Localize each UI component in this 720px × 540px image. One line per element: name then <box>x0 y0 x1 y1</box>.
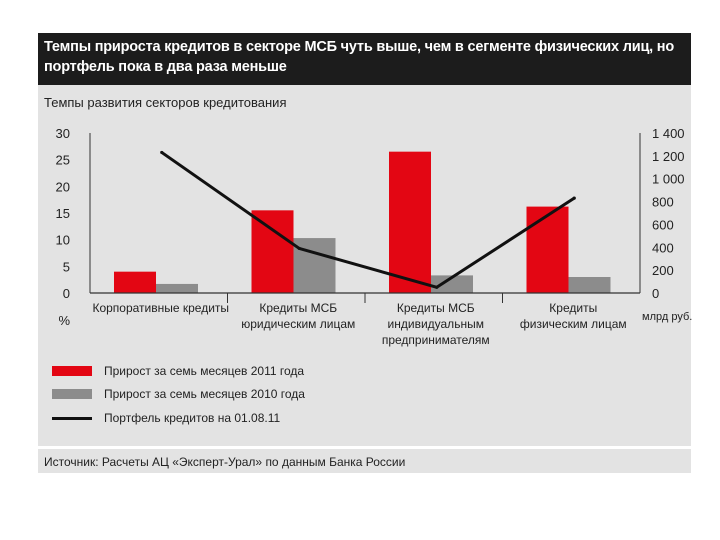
bar-2011 <box>114 271 156 293</box>
y-right-tick-label: 0 <box>652 286 659 301</box>
y-left-tick-label: 0 <box>63 286 70 301</box>
x-tick-label: Кредиты МСБ <box>259 301 337 315</box>
y-right-unit: млрд руб. <box>642 311 692 323</box>
bar-2011 <box>251 210 294 293</box>
x-tick-label: Кредиты МСБ <box>397 301 475 315</box>
y-left-tick-label: 20 <box>56 179 70 194</box>
y-right-tick-label: 1 200 <box>652 149 685 164</box>
y-right-tick-label: 1 000 <box>652 172 685 187</box>
bar-2010 <box>156 283 198 293</box>
y-right-tick-label: 400 <box>652 240 674 255</box>
legend-swatch-2010 <box>52 389 92 399</box>
legend-label-2011: Прирост за семь месяцев 2011 года <box>104 364 305 378</box>
portfolio-point <box>160 150 164 155</box>
y-left-tick-label: 15 <box>56 206 70 221</box>
portfolio-line <box>160 151 576 289</box>
portfolio-point <box>297 246 301 251</box>
x-tick-label: физическим лицам <box>520 317 627 331</box>
x-tick-label: Корпоративные кредиты <box>92 301 229 315</box>
x-tick-label: юридическим лицам <box>241 317 355 331</box>
bar-2011 <box>526 206 569 293</box>
divider <box>38 446 691 449</box>
y-right-tick-label: 1 400 <box>652 126 685 141</box>
y-left-tick-label: 30 <box>56 126 70 141</box>
y-right-tick-label: 200 <box>652 263 674 278</box>
source-note: Источник: Расчеты АЦ «Эксперт-Урал» по д… <box>44 455 406 469</box>
header-bar: Темпы прироста кредитов в секторе МСБ чу… <box>38 33 691 85</box>
portfolio-point <box>572 196 576 200</box>
y-right-tick-label: 600 <box>652 217 674 232</box>
legend-label-2010: Прирост за семь месяцев 2010 года <box>104 387 305 401</box>
legend-swatch-portfolio <box>52 417 92 420</box>
portfolio-point <box>435 285 439 289</box>
y-left-tick-label: 25 <box>56 153 70 168</box>
x-tick-label: индивидуальным <box>388 317 484 331</box>
bar-2010 <box>568 277 611 293</box>
bar-2011 <box>389 151 431 293</box>
legend-label-portfolio: Портфель кредитов на 01.08.11 <box>104 411 281 425</box>
y-left-unit: % <box>58 313 70 328</box>
x-tick-label: предпринимателям <box>382 333 490 347</box>
chart-title: Темпы развития секторов кредитования <box>44 95 287 110</box>
bar-2010 <box>431 275 473 293</box>
chart-panel <box>38 33 691 473</box>
y-left-tick-label: 5 <box>63 259 70 274</box>
x-tick-label: Кредиты <box>549 301 597 315</box>
header-title: Темпы прироста кредитов в секторе МСБ чу… <box>44 39 675 75</box>
legend-swatch-2011 <box>52 366 92 376</box>
bar-2010 <box>293 238 336 293</box>
y-right-tick-label: 800 <box>652 195 674 210</box>
y-left-tick-label: 10 <box>56 233 70 248</box>
